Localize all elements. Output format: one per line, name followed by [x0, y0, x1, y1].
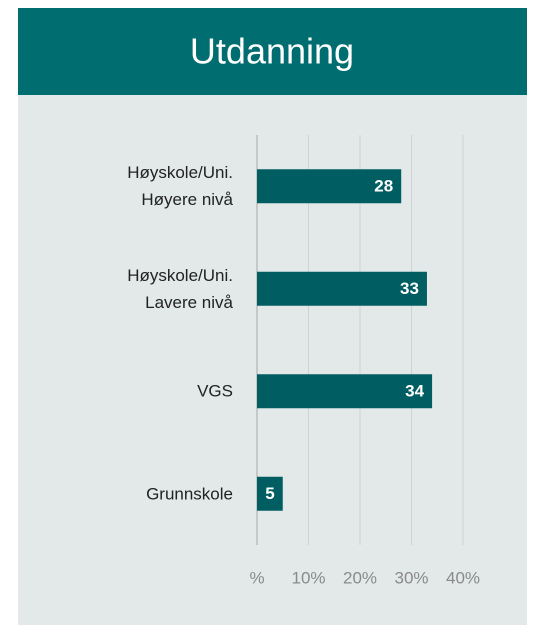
bar	[257, 476, 283, 511]
header	[18, 8, 527, 95]
bar	[257, 271, 427, 306]
category-label: VGS	[197, 381, 233, 401]
value-label: 28	[374, 177, 393, 196]
chart-title: Utdanning	[190, 31, 354, 72]
category-label: Høyskole/Uni. Lavere nivå	[127, 265, 233, 312]
x-tick-label: 30%	[394, 568, 428, 587]
bar	[257, 374, 433, 409]
panel	[18, 8, 527, 625]
category-label: Høyskole/Uni. Høyere nivå	[127, 163, 233, 210]
bar	[257, 169, 402, 204]
x-tick-label: 20%	[343, 568, 377, 587]
value-label: 33	[400, 279, 419, 298]
value-label: 5	[265, 484, 274, 503]
x-tick-label: 10%	[291, 568, 325, 587]
x-tick-label: %	[249, 568, 264, 587]
x-tick-label: 40%	[446, 568, 480, 587]
category-label: Grunnskole	[146, 484, 233, 504]
value-label: 34	[405, 382, 424, 401]
